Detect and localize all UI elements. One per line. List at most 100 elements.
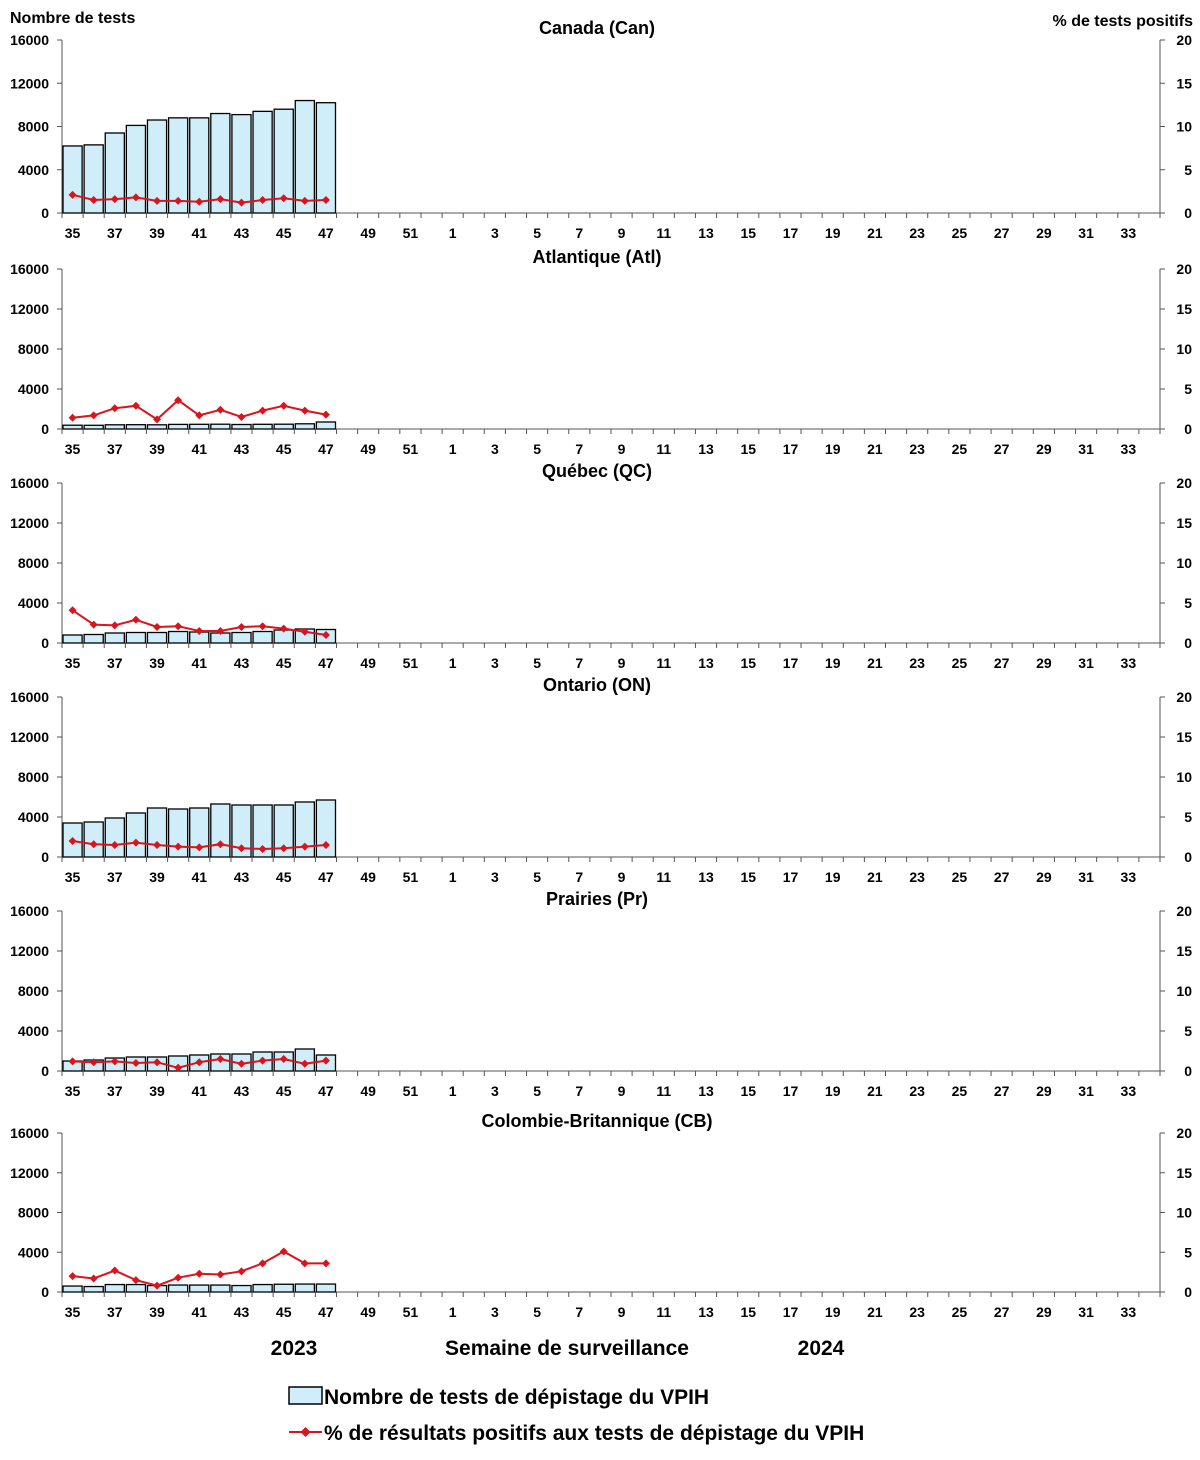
bar-tests bbox=[189, 117, 210, 214]
right-tick-label: 0 bbox=[1184, 1284, 1192, 1300]
point-pct-positive bbox=[110, 195, 119, 204]
point-pct-positive bbox=[131, 838, 140, 847]
x-tick-label: 23 bbox=[909, 1083, 925, 1099]
bar-tests bbox=[294, 1283, 316, 1293]
x-tick-label: 19 bbox=[825, 441, 841, 457]
point-pct-positive bbox=[321, 631, 330, 639]
x-tick-label: 11 bbox=[656, 441, 671, 457]
bar-tests bbox=[231, 423, 252, 430]
point-pct-positive bbox=[279, 1247, 288, 1256]
left-tick-label: 0 bbox=[41, 205, 49, 221]
right-tick-label: 20 bbox=[1176, 689, 1192, 705]
left-tick-label: 16000 bbox=[10, 261, 49, 277]
bar-tests bbox=[146, 424, 168, 430]
point-pct-positive bbox=[89, 1058, 98, 1067]
bar-tests bbox=[167, 423, 189, 430]
point-pct-positive bbox=[153, 1281, 162, 1290]
bar-tests bbox=[210, 1284, 231, 1293]
x-tick-label: 5 bbox=[533, 655, 541, 671]
x-tick-label: 31 bbox=[1078, 441, 1094, 457]
bar-tests bbox=[231, 631, 252, 644]
bar-tests bbox=[231, 1284, 252, 1293]
panels-group: Canada (Can)0400080001200016000051015203… bbox=[10, 18, 1192, 1320]
bar-tests bbox=[294, 423, 316, 430]
x-axis-label: Semaine de surveillance bbox=[445, 1337, 689, 1360]
x-tick-label: 51 bbox=[403, 441, 419, 457]
bar-tests bbox=[104, 817, 125, 858]
left-tick-label: 16000 bbox=[10, 689, 49, 705]
x-tick-label: 7 bbox=[575, 869, 583, 885]
point-pct-positive bbox=[321, 196, 330, 205]
point-pct-positive bbox=[300, 1259, 309, 1268]
point-pct-positive bbox=[110, 404, 119, 413]
x-tick-label: 51 bbox=[403, 655, 419, 671]
x-tick-label: 21 bbox=[867, 441, 883, 457]
x-tick-label: 21 bbox=[867, 225, 883, 241]
year-label-2023: 2023 bbox=[271, 1337, 318, 1360]
point-pct-positive bbox=[216, 195, 225, 204]
left-axis-title: Nombre de tests bbox=[10, 10, 135, 27]
x-tick-label: 3 bbox=[491, 869, 499, 885]
panel-title: Prairies (Pr) bbox=[546, 889, 648, 909]
point-pct-positive bbox=[131, 1059, 140, 1067]
x-tick-label: 37 bbox=[107, 225, 123, 241]
x-tick-label: 1 bbox=[449, 225, 457, 241]
x-tick-label: 33 bbox=[1121, 441, 1137, 457]
point-pct-positive bbox=[258, 406, 267, 415]
right-tick-label: 10 bbox=[1176, 341, 1192, 357]
bar-tests bbox=[167, 1284, 189, 1293]
x-tick-label: 41 bbox=[191, 225, 207, 241]
point-pct-positive bbox=[237, 844, 246, 853]
left-tick-label: 0 bbox=[41, 421, 49, 437]
left-tick-label: 12000 bbox=[10, 75, 49, 91]
bar-tests bbox=[167, 630, 189, 644]
x-tick-label: 7 bbox=[575, 441, 583, 457]
point-pct-positive bbox=[174, 1063, 183, 1072]
x-tick-label: 5 bbox=[533, 225, 541, 241]
x-tick-label: 49 bbox=[360, 1304, 376, 1320]
x-tick-label: 43 bbox=[234, 655, 250, 671]
x-tick-label: 1 bbox=[449, 1083, 457, 1099]
right-tick-label: 5 bbox=[1184, 162, 1192, 178]
point-pct-positive bbox=[153, 196, 162, 205]
x-tick-label: 43 bbox=[234, 1083, 250, 1099]
left-tick-label: 8000 bbox=[18, 119, 49, 135]
point-pct-positive bbox=[279, 1055, 288, 1063]
x-tick-label: 29 bbox=[1036, 869, 1052, 885]
x-tick-label: 13 bbox=[698, 225, 714, 241]
point-pct-positive bbox=[68, 1272, 77, 1281]
point-pct-positive bbox=[195, 1058, 204, 1067]
point-pct-positive bbox=[174, 196, 183, 205]
bar-tests bbox=[104, 132, 125, 214]
bar-tests bbox=[104, 632, 125, 644]
x-tick-label: 47 bbox=[318, 655, 334, 671]
panel-6: Colombie-Britannique (CB) 0 4000 8000 12000 1… bbox=[10, 1111, 1192, 1320]
bar-tests bbox=[125, 1283, 147, 1293]
legend-bar-label: Nombre de tests de dépistage du VPIH bbox=[324, 1386, 709, 1409]
point-pct-positive bbox=[68, 606, 77, 615]
x-tick-label: 33 bbox=[1121, 655, 1137, 671]
left-tick-label: 4000 bbox=[18, 595, 49, 611]
point-pct-positive bbox=[89, 840, 98, 849]
x-tick-label: 13 bbox=[698, 1083, 714, 1099]
x-tick-label: 45 bbox=[276, 441, 292, 457]
x-tick-label: 47 bbox=[318, 225, 334, 241]
point-pct-positive bbox=[195, 197, 204, 206]
right-tick-label: 20 bbox=[1176, 1125, 1192, 1141]
left-tick-label: 12000 bbox=[10, 729, 49, 745]
point-pct-positive bbox=[195, 411, 204, 420]
point-pct-positive bbox=[68, 190, 77, 199]
x-tick-label: 25 bbox=[952, 1083, 968, 1099]
x-tick-label: 33 bbox=[1121, 1083, 1137, 1099]
x-tick-label: 45 bbox=[276, 1083, 292, 1099]
x-tick-label: 27 bbox=[994, 655, 1010, 671]
x-tick-label: 31 bbox=[1078, 1083, 1094, 1099]
left-tick-label: 16000 bbox=[10, 903, 49, 919]
x-tick-label: 21 bbox=[867, 655, 883, 671]
left-tick-label: 16000 bbox=[10, 32, 49, 48]
x-tick-label: 31 bbox=[1078, 225, 1094, 241]
bar-tests bbox=[125, 424, 147, 430]
point-pct-positive bbox=[321, 1259, 330, 1268]
x-tick-label: 23 bbox=[909, 441, 925, 457]
x-tick-label: 19 bbox=[825, 655, 841, 671]
